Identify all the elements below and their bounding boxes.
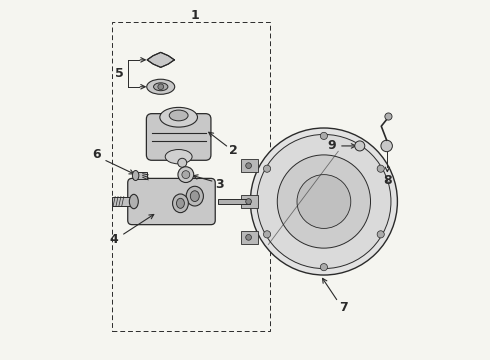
Circle shape [264,165,270,172]
Text: 8: 8 [383,174,392,186]
Circle shape [277,155,370,248]
Ellipse shape [176,198,184,208]
Circle shape [377,165,384,172]
Bar [112,197,134,206]
FancyBboxPatch shape [147,114,211,160]
Polygon shape [147,52,174,67]
Text: 9: 9 [327,139,336,152]
Circle shape [320,264,327,271]
Circle shape [320,132,327,139]
Ellipse shape [129,194,138,209]
Circle shape [264,231,270,238]
Text: 5: 5 [115,67,124,80]
Ellipse shape [172,194,188,213]
FancyBboxPatch shape [128,179,215,225]
Ellipse shape [178,158,187,167]
Bar [242,195,258,208]
Bar [242,231,258,244]
Ellipse shape [132,171,139,180]
Text: 4: 4 [110,233,119,246]
Ellipse shape [169,110,188,121]
Text: 7: 7 [339,301,348,314]
Circle shape [250,128,397,275]
Circle shape [245,234,251,240]
Text: 1: 1 [191,9,199,22]
Circle shape [381,140,392,152]
Circle shape [355,141,365,151]
Bar [112,22,270,330]
Circle shape [245,199,251,204]
Circle shape [245,163,251,168]
Ellipse shape [160,107,197,127]
Ellipse shape [165,149,192,164]
Ellipse shape [190,191,199,202]
Ellipse shape [186,186,203,206]
Circle shape [385,113,392,120]
Circle shape [178,167,194,183]
Bar [133,172,147,179]
Circle shape [377,231,384,238]
Circle shape [257,134,391,269]
Ellipse shape [153,83,168,91]
Text: 3: 3 [215,178,223,191]
Circle shape [297,175,351,228]
Bar [218,199,250,204]
Circle shape [158,84,164,90]
Text: 6: 6 [92,148,100,161]
Bar [242,159,258,172]
Text: 2: 2 [229,144,238,157]
Circle shape [182,171,190,179]
Ellipse shape [147,79,175,94]
